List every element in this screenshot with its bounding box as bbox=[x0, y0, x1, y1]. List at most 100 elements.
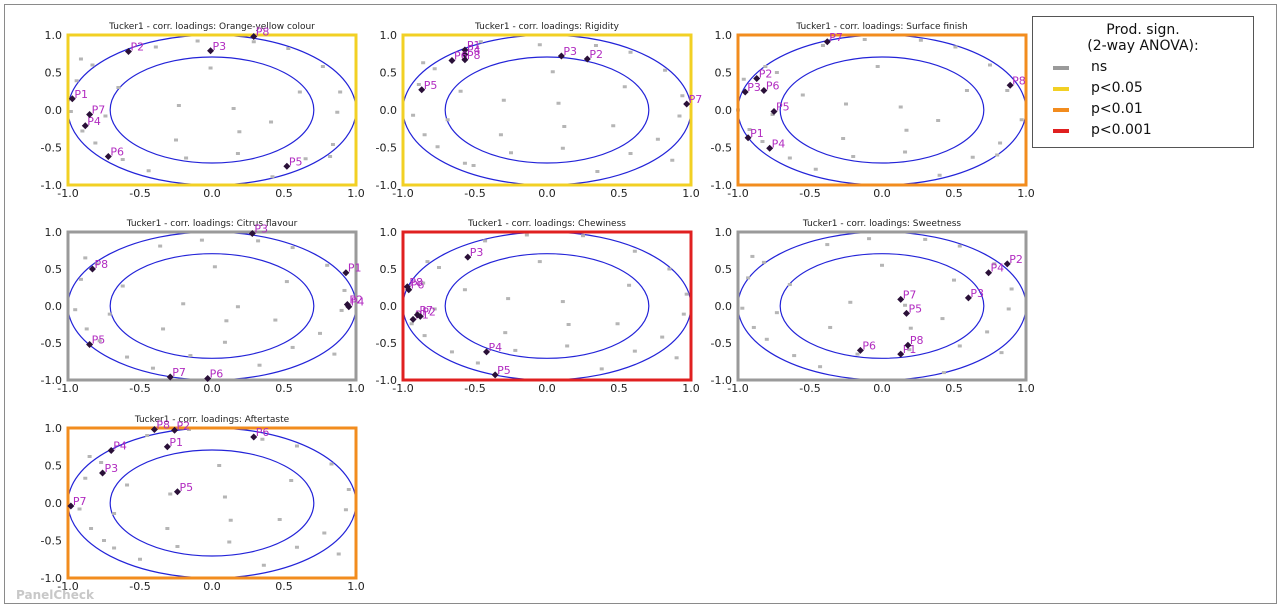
x-tick-label: -0.5 bbox=[799, 187, 820, 200]
assessor-point-p8 bbox=[403, 283, 411, 291]
background-loading bbox=[432, 67, 437, 71]
background-loading bbox=[462, 161, 467, 165]
background-loading bbox=[165, 527, 170, 530]
background-loading bbox=[998, 141, 1003, 145]
background-loading bbox=[80, 129, 85, 133]
legend-label-p005: p<0.05 bbox=[1091, 80, 1143, 96]
x-tick-label: -0.5 bbox=[464, 187, 485, 200]
assessor-label-p8: P8 bbox=[256, 26, 270, 39]
background-loading bbox=[458, 89, 463, 93]
background-loading bbox=[320, 65, 325, 68]
background-loading bbox=[556, 101, 561, 105]
background-loading bbox=[228, 518, 233, 522]
assessor-point-p3 bbox=[964, 294, 972, 302]
background-loading bbox=[176, 104, 181, 107]
assessor-label-p8: P8 bbox=[1012, 74, 1026, 87]
background-loading bbox=[297, 90, 302, 94]
assessor-point-p2 bbox=[171, 426, 179, 434]
background-loading bbox=[851, 155, 856, 158]
y-tick-label: -0.5 bbox=[711, 142, 732, 155]
assessor-point-p1 bbox=[744, 134, 752, 142]
assessor-point-p6 bbox=[448, 57, 456, 64]
background-loading bbox=[581, 234, 585, 238]
background-loading bbox=[435, 145, 440, 149]
x-tick-label: 0.0 bbox=[538, 382, 556, 395]
background-loading bbox=[260, 437, 265, 441]
background-loading bbox=[445, 118, 450, 122]
background-loading bbox=[674, 356, 679, 360]
y-tick-label: -0.5 bbox=[41, 535, 62, 548]
background-loading bbox=[257, 363, 262, 367]
y-tick-label: 1.0 bbox=[715, 226, 733, 239]
background-loading bbox=[632, 349, 637, 353]
background-loading bbox=[953, 45, 958, 49]
background-loading bbox=[593, 44, 598, 47]
x-tick-label: 1.0 bbox=[682, 382, 700, 395]
background-loading bbox=[125, 355, 130, 359]
background-loading bbox=[73, 308, 78, 312]
assessor-label-p7: P7 bbox=[92, 104, 106, 117]
background-loading bbox=[256, 239, 261, 243]
background-loading bbox=[560, 300, 565, 304]
background-loading bbox=[875, 65, 880, 68]
panel-frame bbox=[66, 426, 358, 580]
background-loading bbox=[537, 260, 542, 264]
background-loading bbox=[422, 133, 427, 137]
background-loading bbox=[907, 348, 912, 352]
background-loading bbox=[903, 150, 908, 154]
background-loading bbox=[289, 479, 294, 482]
background-loading bbox=[970, 155, 975, 159]
assessor-label-p1: P1 bbox=[169, 436, 183, 449]
background-loading bbox=[462, 288, 467, 292]
background-loading bbox=[74, 79, 79, 83]
background-loading bbox=[632, 249, 637, 253]
background-loading bbox=[237, 130, 242, 134]
x-tick-label: -1.0 bbox=[57, 187, 78, 200]
background-loading bbox=[501, 98, 506, 102]
assessor-point-p8 bbox=[1006, 81, 1014, 89]
background-loading bbox=[89, 527, 94, 530]
y-tick-label: 1.0 bbox=[45, 226, 63, 239]
background-loading bbox=[294, 545, 299, 549]
assessor-point-p5 bbox=[86, 340, 94, 348]
background-loading bbox=[787, 283, 792, 287]
assessor-label-p5: P5 bbox=[424, 79, 438, 92]
background-loading bbox=[102, 539, 106, 542]
background-loading bbox=[235, 305, 240, 309]
assessor-label-p5: P5 bbox=[92, 333, 106, 346]
assessor-point-p5 bbox=[283, 162, 291, 170]
assessor-point-p7 bbox=[413, 311, 421, 319]
assessor-label-p6: P6 bbox=[110, 146, 124, 159]
assessor-label-p6: P6 bbox=[256, 426, 270, 439]
background-loading bbox=[138, 557, 142, 561]
assessor-point-p6 bbox=[104, 153, 112, 160]
y-tick-label: 0.0 bbox=[45, 497, 63, 510]
background-loading bbox=[940, 317, 945, 321]
background-loading bbox=[322, 531, 327, 535]
assessor-label-p2: P2 bbox=[130, 41, 144, 54]
panel-5: Tucker1 - corr. loadings: ChewinessP1P2P… bbox=[376, 219, 700, 395]
background-loading bbox=[120, 284, 125, 288]
assessor-label-p3: P3 bbox=[970, 287, 984, 300]
assessor-label-p3: P3 bbox=[254, 222, 268, 235]
background-loading bbox=[936, 119, 941, 122]
background-loading bbox=[957, 344, 962, 348]
background-loading bbox=[764, 337, 769, 341]
background-loading bbox=[1019, 118, 1024, 122]
background-loading bbox=[506, 297, 511, 301]
background-loading bbox=[175, 545, 180, 548]
x-tick-label: 1.0 bbox=[347, 580, 365, 593]
x-tick-label: -1.0 bbox=[392, 187, 413, 200]
background-loading bbox=[904, 128, 909, 132]
assessor-point-p2 bbox=[1003, 260, 1011, 268]
background-loading bbox=[684, 292, 689, 296]
legend-label-p001: p<0.01 bbox=[1091, 101, 1143, 117]
background-loading bbox=[747, 128, 752, 131]
y-tick-label: -0.5 bbox=[376, 337, 397, 350]
background-loading bbox=[478, 40, 483, 44]
panel-4: Tucker1 - corr. loadings: Citrus flavour… bbox=[41, 219, 365, 395]
x-tick-label: -0.5 bbox=[129, 187, 150, 200]
background-loading bbox=[898, 105, 903, 109]
y-tick-label: 1.0 bbox=[380, 29, 398, 42]
assessor-label-p8: P8 bbox=[467, 49, 481, 62]
